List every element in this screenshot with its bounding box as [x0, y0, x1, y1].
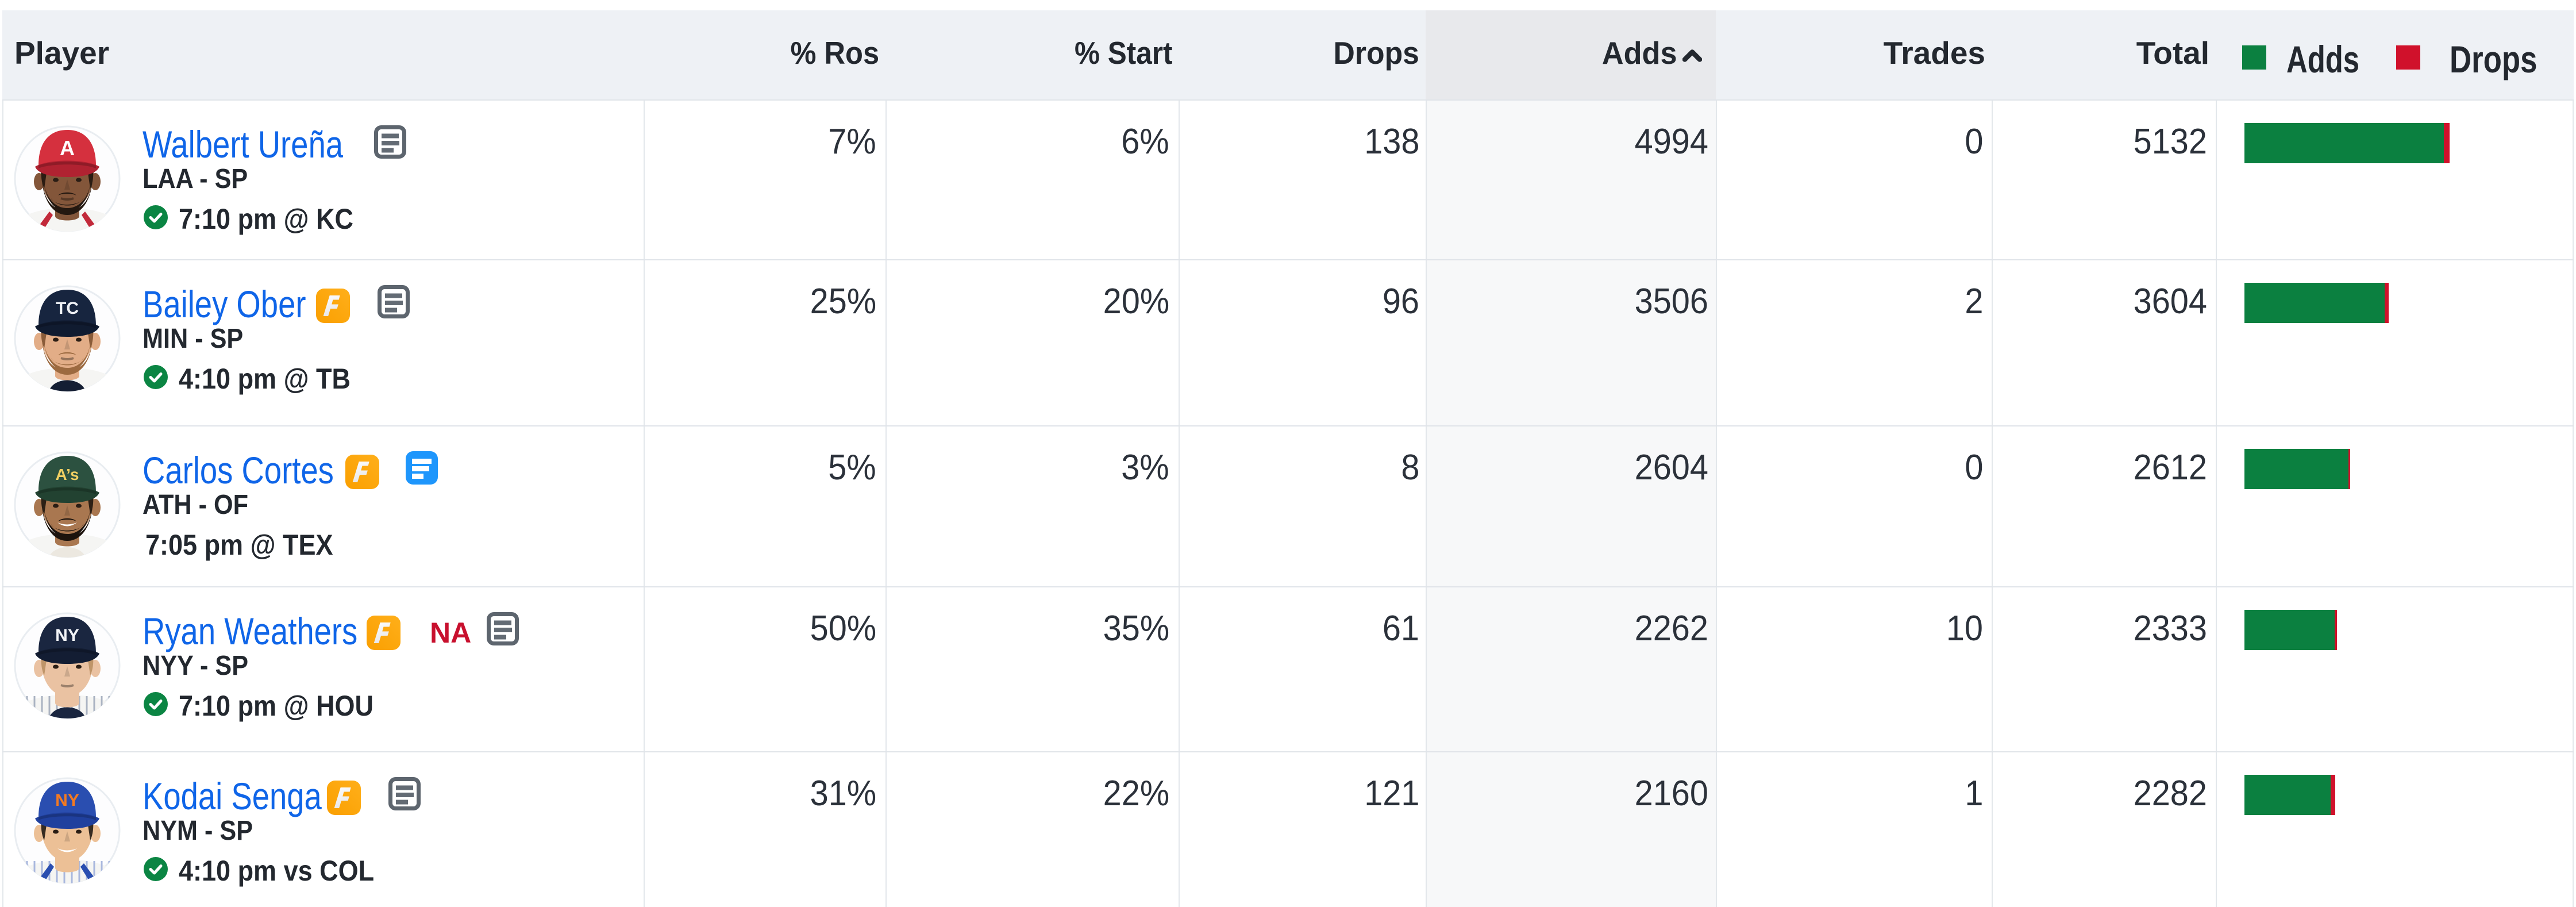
svg-text:NY: NY [55, 626, 79, 645]
svg-text:A: A [60, 136, 75, 160]
svg-text:NY: NY [55, 791, 79, 810]
svg-text:A’s: A’s [56, 466, 79, 483]
svg-text:TC: TC [56, 299, 79, 318]
